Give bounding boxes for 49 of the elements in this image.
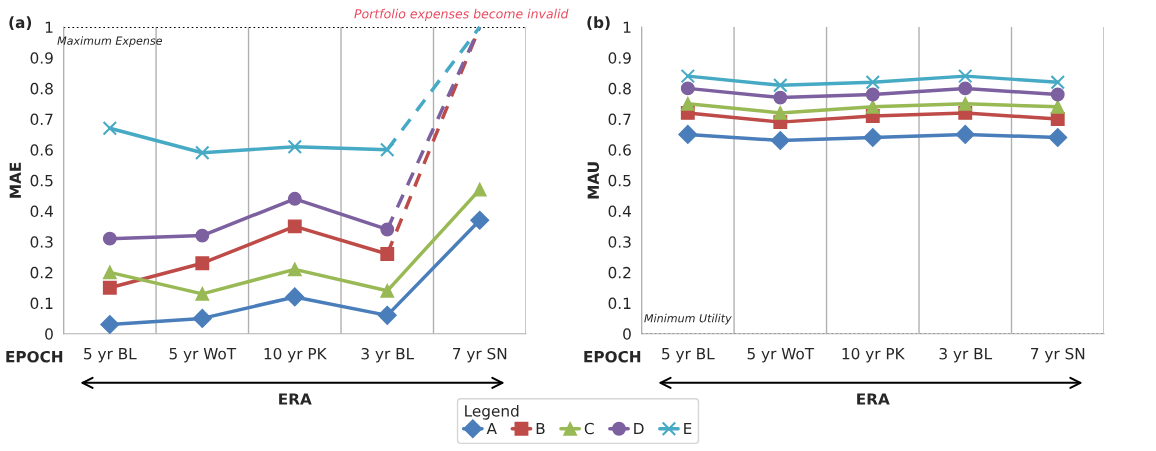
x-tick-label: 5 yr BL: [662, 348, 715, 363]
y-tick-label: 0.1: [30, 297, 53, 310]
y-tick-label: 0.9: [608, 52, 631, 64]
x-tick-label: 10 yr PK: [842, 347, 905, 363]
y-tick-label: 0.4: [608, 205, 631, 218]
legend-label: A: [486, 422, 497, 435]
y-tick-label: 0.9: [30, 52, 53, 64]
y-tick-label: 0.7: [30, 113, 53, 126]
y-tick-label: 0.2: [608, 266, 631, 279]
y-tick-label: 0.8: [608, 82, 631, 95]
y-tick-label: 0.3: [608, 236, 631, 248]
legend-label: B: [536, 422, 545, 435]
y-tick-label: 0.6: [30, 144, 53, 156]
legend-title: Legend: [465, 404, 519, 420]
y-tick-label: 0: [45, 328, 53, 340]
x-tick-label: 3 yr BL: [361, 347, 415, 363]
y-tick-label: 0.5: [608, 174, 631, 187]
ref-line-label: Maximum Expense: [57, 36, 163, 48]
y-tick-label: 0: [623, 328, 631, 340]
chart-title: (b): [587, 16, 610, 30]
y-tick-label: 1: [623, 21, 631, 33]
x-tick-label: 5 yr WoT: [169, 348, 237, 363]
y-axis-title: MAE: [9, 162, 21, 198]
x-tick-label: 5 yr WoT: [747, 348, 815, 363]
x-axis-title: ERA: [857, 393, 890, 405]
ref-line-label: Minimum Utility: [644, 313, 732, 325]
x-tick-label: 7 yr SN: [453, 347, 507, 363]
y-tick-label: 0.7: [608, 113, 631, 126]
legend-label: D: [634, 422, 644, 435]
x-tick-label: 3 yr BL: [939, 347, 993, 363]
chart-title: (a): [9, 16, 32, 30]
text: EPOCH: [6, 350, 63, 363]
legend-label: E: [684, 422, 692, 435]
y-tick-label: 0.8: [30, 82, 53, 95]
y-axis-title: MAU: [587, 162, 600, 199]
y-tick-label: 0.5: [30, 174, 53, 187]
y-tick-label: 0.1: [608, 297, 631, 310]
y-tick-label: 1: [45, 21, 53, 33]
y-tick-label: 0.6: [608, 144, 631, 156]
x-axis-title: ERA: [279, 393, 312, 405]
x-tick-label: 5 yr BL: [84, 348, 137, 363]
x-tick-label: 7 yr SN: [1031, 347, 1085, 363]
y-tick-label: 0.4: [30, 205, 53, 218]
text: Portfolio expenses become invalid: [354, 8, 569, 21]
x-tick-label: 10 yr PK: [264, 347, 327, 363]
y-tick-label: 0.3: [30, 236, 53, 248]
legend-label: C: [584, 422, 594, 435]
y-tick-label: 0.2: [30, 266, 53, 279]
text: EPOCH: [584, 350, 641, 363]
